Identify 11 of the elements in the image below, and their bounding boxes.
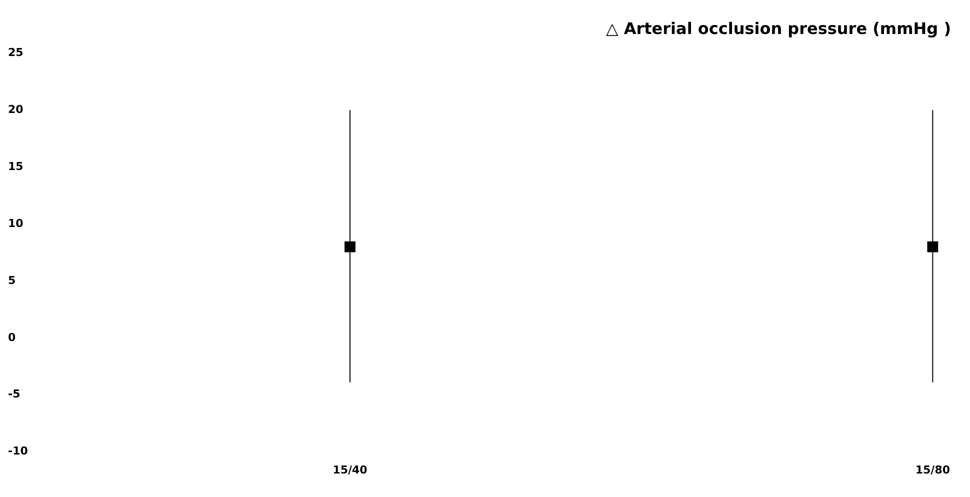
x-tick-label: 15/80 — [915, 463, 950, 476]
y-tick-label: 15 — [8, 160, 24, 173]
y-tick-label: -10 — [8, 444, 28, 458]
y-tick-label: 25 — [8, 46, 24, 60]
x-tick-label: 15/40 — [332, 463, 368, 476]
y-tick-label: 20 — [8, 103, 24, 116]
y-tick-label: 5 — [8, 274, 16, 287]
y-tick-label: -5 — [8, 388, 20, 401]
y-tick-label: 0 — [8, 330, 16, 344]
chart-title: △ Arterial occlusion pressure (mmHg ) — [606, 18, 951, 38]
y-tick-label: 10 — [8, 216, 24, 230]
